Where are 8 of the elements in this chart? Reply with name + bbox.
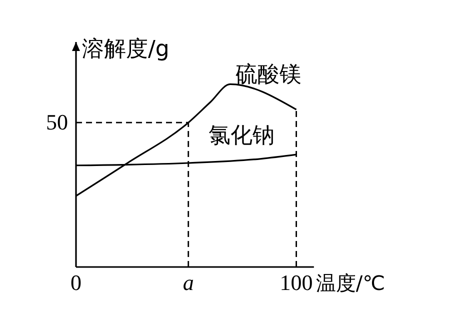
x-tick-label: a (182, 270, 194, 295)
x-axis-title: 温度/℃ (316, 271, 386, 295)
series-label: 氯化钠 (208, 124, 274, 149)
text: 50 (46, 110, 68, 135)
series-label: 硫酸镁 (235, 62, 302, 88)
x-tick-label: 100 (280, 270, 313, 295)
y-axis-title: 溶解度/g (82, 37, 170, 62)
x-tick-label: 0 (70, 270, 82, 295)
